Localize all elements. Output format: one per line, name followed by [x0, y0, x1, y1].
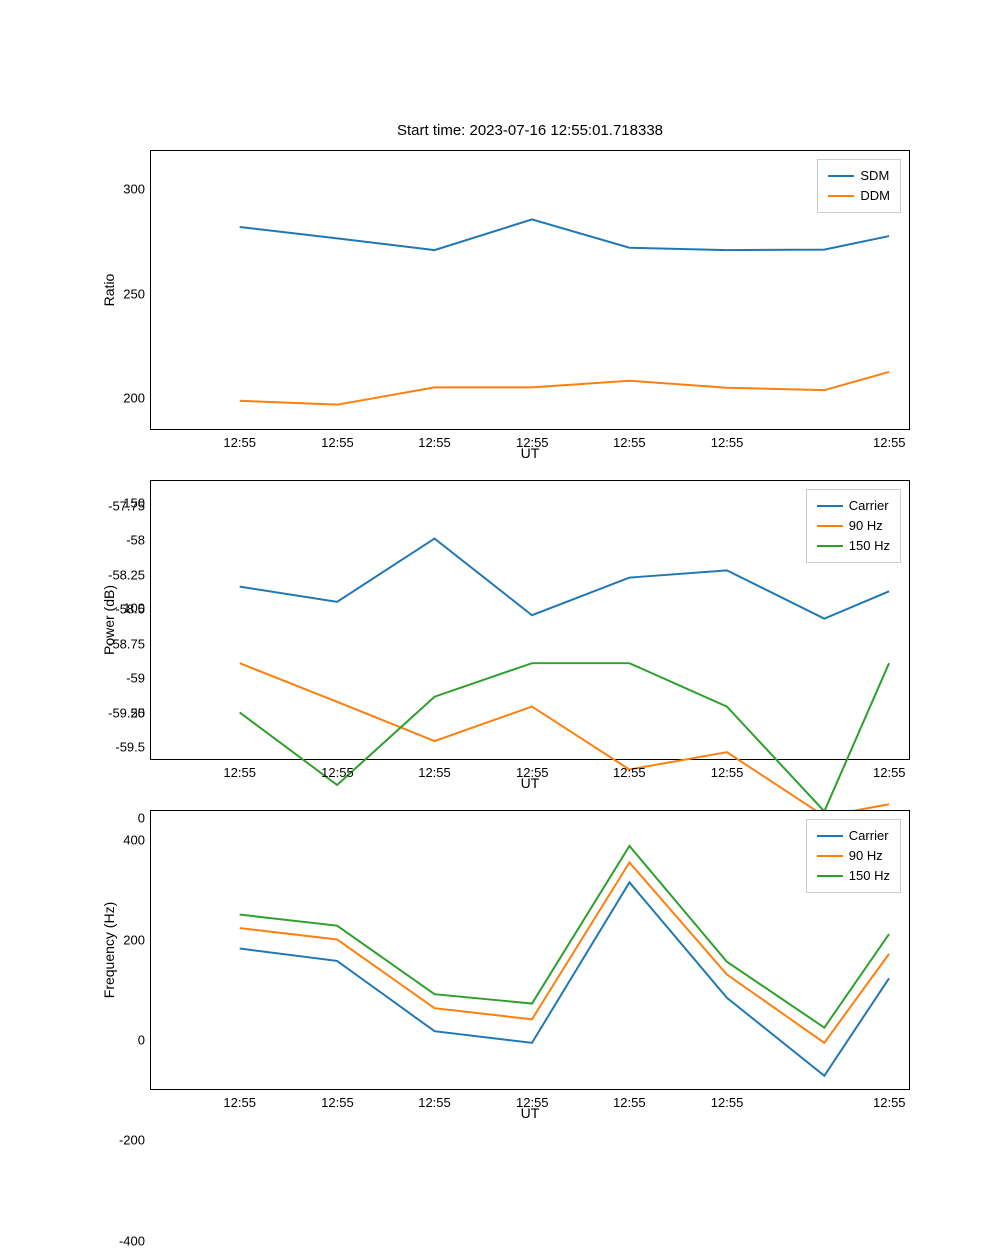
power-ytick-5: -59 [126, 671, 151, 686]
power-ytick-6: -59.25 [108, 705, 151, 720]
power-xtick-5: 12:55 [711, 759, 744, 780]
power-ytick-2: -58.25 [108, 567, 151, 582]
freq-xtick-3: 12:55 [516, 1089, 549, 1110]
freq-ytick-4: -400 [119, 1233, 151, 1248]
ddm-line[interactable] [240, 372, 889, 405]
freq150-freq-line[interactable] [240, 846, 889, 1028]
ratio-ytick-6: 300 [123, 181, 151, 196]
freq90-power-line[interactable] [240, 663, 889, 816]
freq-ytick-2: 0 [138, 1033, 151, 1048]
power-legend: Carrier 90 Hz 150 Hz [806, 489, 901, 563]
power-xtick-3: 12:55 [516, 759, 549, 780]
power-xtick-0: 12:55 [223, 759, 256, 780]
power-ytick-7: -59.5 [115, 740, 151, 755]
sdm-line[interactable] [240, 219, 889, 250]
carrier-freq-line[interactable] [240, 882, 889, 1075]
freq-axes-box: Frequency (Hz) UT Carrier 90 Hz 150 Hz [150, 810, 910, 1090]
chart-title: Start time: 2023-07-16 12:55:01.718338 [150, 122, 910, 139]
ratio-xtick-4: 12:55 [613, 429, 646, 450]
power-axes-box: Power (dB) UT Carrier 90 Hz 150 Hz [150, 480, 910, 760]
ratio-xtick-5: 12:55 [711, 429, 744, 450]
power-ytick-0: -57.75 [108, 499, 151, 514]
freq-xtick-4: 12:55 [613, 1089, 646, 1110]
legend-entry-150hz-freq: 150 Hz [817, 866, 890, 886]
ratio-xtick-3: 12:55 [516, 429, 549, 450]
ratio-subplot: Start time: 2023-07-16 12:55:01.718338 R… [150, 150, 910, 430]
ratio-ytick-4: 200 [123, 391, 151, 406]
freq-svg [151, 811, 909, 1089]
ratio-xtick-0: 12:55 [223, 429, 256, 450]
ratio-xtick-6: 12:55 [873, 429, 906, 450]
ratio-ytick-5: 250 [123, 286, 151, 301]
legend-entry-90hz-power: 90 Hz [817, 516, 890, 536]
freq-ytick-0: 400 [123, 833, 151, 848]
legend-entry-carrier-power: Carrier [817, 496, 890, 516]
legend-entry-ddm: DDM [828, 186, 890, 206]
freq-ytick-1: 200 [123, 933, 151, 948]
legend-entry-90hz-freq: 90 Hz [817, 846, 890, 866]
ratio-xtick-2: 12:55 [418, 429, 451, 450]
ratio-ylabel: Ratio [101, 274, 117, 307]
legend-entry-sdm: SDM [828, 166, 890, 186]
power-xtick-1: 12:55 [321, 759, 354, 780]
ratio-legend: SDM DDM [817, 159, 901, 213]
freq-xtick-6: 12:55 [873, 1089, 906, 1110]
power-svg [151, 481, 909, 759]
figure-container: Start time: 2023-07-16 12:55:01.718338 R… [0, 0, 1000, 1200]
power-ytick-1: -58 [126, 533, 151, 548]
freq-xtick-5: 12:55 [711, 1089, 744, 1110]
freq-xtick-2: 12:55 [418, 1089, 451, 1110]
freq-xtick-1: 12:55 [321, 1089, 354, 1110]
ratio-xtick-1: 12:55 [321, 429, 354, 450]
power-ytick-3: -58.5 [115, 602, 151, 617]
legend-entry-carrier-freq: Carrier [817, 826, 890, 846]
legend-entry-150hz-power: 150 Hz [817, 536, 890, 556]
ratio-axes-box: Ratio UT SDM DDM 0 50 100 150 200 [150, 150, 910, 430]
freq-subplot: Frequency (Hz) UT Carrier 90 Hz 150 Hz [150, 810, 910, 1090]
power-xtick-4: 12:55 [613, 759, 646, 780]
carrier-power-line[interactable] [240, 539, 889, 619]
ratio-ytick-0: 0 [138, 810, 151, 825]
power-subplot: Power (dB) UT Carrier 90 Hz 150 Hz [150, 480, 910, 760]
ratio-svg [151, 151, 909, 429]
freq-ytick-3: -200 [119, 1133, 151, 1148]
power-xtick-6: 12:55 [873, 759, 906, 780]
freq-ylabel: Frequency (Hz) [101, 902, 117, 998]
freq-xtick-0: 12:55 [223, 1089, 256, 1110]
power-xtick-2: 12:55 [418, 759, 451, 780]
power-ytick-4: -58.75 [108, 636, 151, 651]
freq-legend: Carrier 90 Hz 150 Hz [806, 819, 901, 893]
